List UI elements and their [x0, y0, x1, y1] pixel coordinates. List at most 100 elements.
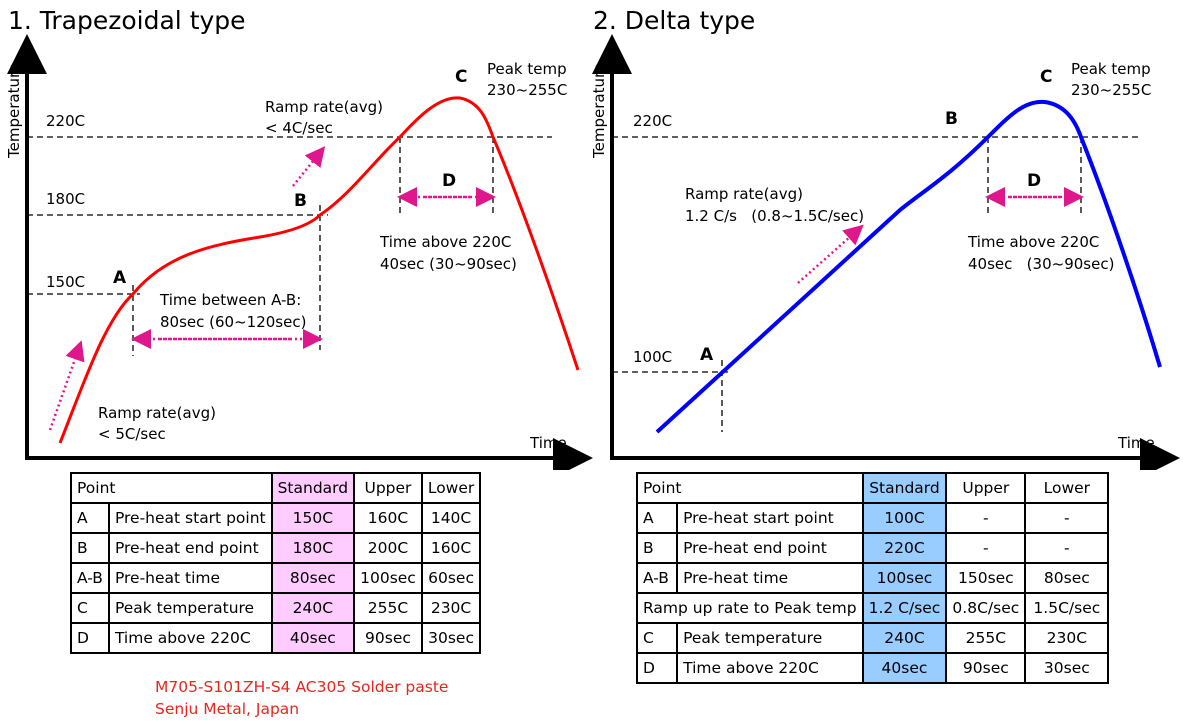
cell-standard: 40sec [270, 622, 356, 654]
cell-standard: 240C [861, 622, 948, 654]
table-row: B Pre-heat end point 220C - - [635, 532, 1110, 564]
cell-standard: 1.2 C/sec [861, 592, 948, 624]
header-lower: Lower [1024, 472, 1110, 504]
cell-standard: 100sec [861, 562, 948, 594]
cell-lower: 30sec [420, 622, 482, 654]
cell-description: Time above 220C [107, 622, 273, 654]
label-150c: 150C [46, 273, 85, 291]
table-row: D Time above 220C 40sec 90sec 30sec [70, 622, 482, 654]
table-header: Point Standard Upper Lower [70, 472, 482, 504]
cell-upper: - [945, 532, 1027, 564]
cell-description: Peak temperature [107, 592, 273, 624]
cell-standard: 180C [270, 532, 356, 564]
tal-value: 40sec (30~90sec) [968, 255, 1114, 273]
header-point: Point [70, 472, 273, 504]
cell-description: Pre-heat start point [107, 502, 273, 534]
point-a: A [113, 268, 127, 288]
cell-lower: 230C [1024, 622, 1110, 654]
peak-label: Peak temp [1071, 60, 1151, 78]
table-row: Ramp up rate to Peak temp 1.2 C/sec 0.8C/s… [636, 592, 1110, 624]
cell-standard: 220C [861, 532, 948, 564]
magenta-arrows [48, 146, 496, 431]
ramp-label: Ramp rate(avg) [685, 185, 803, 203]
table-row: C Peak temperature 240C 255C 230C [70, 592, 482, 624]
y-axis-label: Temperature [5, 63, 23, 159]
cell-point: B [635, 532, 679, 564]
table-row: A Pre-heat start point 150C 160C 140C [70, 502, 482, 534]
cell-point: B [70, 532, 110, 564]
peak-label: Peak temp [487, 60, 567, 78]
cell-point: D [635, 652, 679, 684]
cell-description: Time above 220C [676, 652, 864, 684]
cell-lower: 160C [420, 532, 482, 564]
tal-label: Time above 220C [379, 233, 511, 251]
cell-description: Pre-heat time [676, 562, 864, 594]
cell-lower: - [1024, 532, 1110, 564]
header-lower: Lower [420, 472, 482, 504]
point-b: B [945, 109, 958, 129]
ramp-upper-value: < 4C/sec [265, 119, 333, 137]
table-row: A Pre-heat start point 100C - - [635, 502, 1110, 534]
cell-standard: 80sec [270, 562, 356, 594]
table-row: C Peak temperature 240C 255C 230C [635, 622, 1110, 654]
product-name: M705-S101ZH-S4 AC305 Solder paste [155, 678, 449, 696]
cell-standard: 40sec [861, 652, 948, 684]
cell-lower: 1.5C/sec [1024, 592, 1110, 624]
header-standard: Standard [270, 472, 356, 504]
cell-upper: 200C [353, 532, 423, 564]
label-180c: 180C [46, 190, 85, 208]
x-axis-label: Time [529, 434, 567, 452]
right-spec-table: Point Standard Upper Lower A Pre-heat start p… [635, 472, 1110, 684]
header-standard: Standard [861, 472, 948, 504]
cell-upper: 100sec [353, 562, 423, 594]
source-note: M705-S101ZH-S4 AC305 Solder paste Senju … [155, 676, 448, 720]
table-row: B Pre-heat end point 180C 200C 160C [70, 532, 482, 564]
tal-value: 40sec (30~90sec) [380, 255, 517, 273]
point-a: A [700, 345, 714, 365]
cell-upper: 255C [353, 592, 423, 624]
ramp-value: 1.2 C/s (0.8~1.5C/sec) [685, 207, 864, 225]
ab-label: Time between A-B: [159, 291, 301, 309]
peak-range: 230~255C [487, 81, 567, 99]
cell-point: A-B [635, 562, 679, 594]
label-220c: 220C [633, 112, 672, 130]
magenta-arrows [797, 187, 1084, 284]
cell-description: Pre-heat start point [676, 502, 864, 534]
cell-point: C [70, 592, 110, 624]
cell-standard: 150C [270, 502, 356, 534]
peak-range: 230~255C [1071, 81, 1151, 99]
cell-description: Peak temperature [676, 622, 864, 654]
cell-lower: - [1024, 502, 1110, 534]
point-d: D [442, 171, 456, 191]
label-220c: 220C [46, 112, 85, 130]
cell-point: A-B [70, 562, 110, 594]
cell-description: Pre-heat end point [107, 532, 273, 564]
cell-description: Pre-heat end point [676, 532, 864, 564]
cell-lower: 60sec [420, 562, 482, 594]
profile-diagrams: Temperature Time 220C 180C 150C A B C D … [5, 34, 1180, 470]
cell-standard: 100C [861, 502, 948, 534]
left-chart: Temperature Time 220C 180C 150C A B C D … [5, 34, 593, 470]
cell-upper: 160C [353, 502, 423, 534]
cell-point: Ramp up rate to Peak temp [636, 592, 864, 624]
y-axis-label: Temperature [590, 63, 608, 159]
x-axis-label: Time [1117, 434, 1155, 452]
reflow-curve [58, 96, 580, 444]
cell-description: Pre-heat time [107, 562, 273, 594]
ramp-lower-label: Ramp rate(avg) [98, 404, 216, 422]
cell-point: C [635, 622, 679, 654]
table-row: A-B Pre-heat time 100sec 150sec 80sec [635, 562, 1110, 594]
cell-upper: 0.8C/sec [945, 592, 1027, 624]
point-c: C [455, 67, 467, 87]
ramp-lower-value: < 5C/sec [98, 425, 166, 443]
cell-lower: 230C [420, 592, 482, 624]
ramp-upper-label: Ramp rate(avg) [265, 98, 383, 116]
cell-point: A [635, 502, 679, 534]
header-point: Point [636, 472, 864, 504]
label-100c: 100C [633, 348, 672, 366]
cell-lower: 80sec [1024, 562, 1110, 594]
reflow-curve [655, 99, 1162, 434]
point-c: C [1040, 67, 1052, 87]
guide-lines [612, 136, 1140, 432]
cell-standard: 240C [270, 592, 356, 624]
